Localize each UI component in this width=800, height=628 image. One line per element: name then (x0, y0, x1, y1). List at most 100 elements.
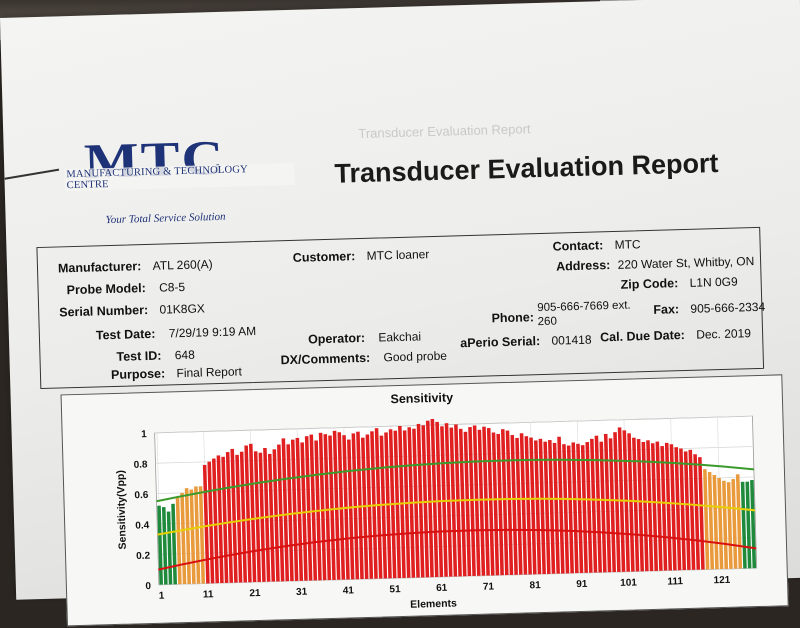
bar (547, 440, 556, 574)
bar (735, 474, 743, 569)
customer-label: Customer: (292, 249, 356, 265)
bar (374, 428, 383, 579)
bar (180, 492, 187, 585)
bar (318, 432, 327, 581)
bar (267, 453, 276, 582)
bar (379, 435, 388, 579)
bar (202, 464, 210, 584)
contact-row: Contact: MTC (552, 237, 640, 253)
info-panel: Manufacturer: ATL 260(A) Probe Model: C8… (36, 226, 765, 390)
bar (750, 479, 757, 569)
bar (599, 441, 607, 573)
bar (650, 443, 659, 571)
reference-line-red (158, 528, 757, 571)
bar (171, 503, 178, 585)
bar (585, 441, 593, 573)
bar (500, 429, 509, 576)
address-label: Address: (555, 258, 611, 274)
x-axis-label: Elements (410, 597, 457, 610)
fax-label: Fax: (653, 302, 680, 317)
probe-model-row: Probe Model: C8-5 (66, 280, 185, 297)
bar (660, 445, 668, 571)
dx-comments-value: Good probe (383, 348, 448, 365)
bar (248, 443, 257, 583)
x-tick-label: 51 (389, 584, 401, 595)
bar (482, 426, 490, 576)
serial-number-value: 01K8GX (159, 301, 206, 317)
bar (726, 482, 733, 569)
bar (590, 438, 598, 573)
bar (216, 455, 224, 584)
bar (510, 434, 518, 575)
bar (225, 452, 234, 583)
y-tick-label: 0.4 (135, 520, 150, 531)
bar (515, 437, 523, 575)
bar (402, 430, 411, 578)
y-tick-label: 1 (141, 429, 147, 440)
x-tick-label: 61 (436, 583, 448, 594)
bar (295, 437, 304, 581)
purpose-row: Purpose: Final Report (111, 364, 242, 382)
bar (449, 427, 458, 577)
bar (722, 480, 729, 569)
bar (505, 430, 514, 575)
zip-code-label: Zip Code: (620, 276, 679, 292)
bar (703, 469, 710, 570)
bar (552, 442, 560, 574)
test-date-value: 7/29/19 9:19 AM (168, 323, 257, 341)
x-tick-label: 81 (529, 580, 541, 591)
bar (538, 438, 546, 575)
reference-line-yellow (157, 497, 756, 536)
bar (707, 472, 715, 570)
bar (416, 423, 425, 578)
bar (435, 421, 444, 577)
bar (328, 435, 336, 580)
pen-mark (4, 168, 60, 180)
phone-extension: 260 (537, 315, 558, 329)
probe-model-value: C8-5 (158, 279, 186, 295)
bar (230, 448, 238, 583)
aperio-serial-row: aPerio Serial: 001418 (460, 333, 592, 351)
customer-row: Customer: MTC loaner (293, 247, 430, 265)
zip-code-value: L1N 0G9 (689, 274, 738, 290)
bar (496, 433, 504, 576)
x-tick-label: 71 (483, 581, 495, 592)
bar (603, 433, 612, 573)
test-date-row: Test Date: 7/29/19 9:19 AM (96, 324, 257, 342)
fax-row: Fax: 905-666-2334 (653, 300, 765, 317)
bar (562, 444, 570, 574)
x-tick-label: 111 (667, 576, 683, 587)
bar (580, 445, 588, 573)
test-date-label: Test Date: (95, 326, 156, 343)
bar (529, 437, 537, 575)
y-tick-label: 0.8 (133, 459, 148, 470)
bar (184, 488, 192, 584)
cal-due-date-row: Cal. Due Date: Dec. 2019 (600, 326, 751, 344)
x-tick-label: 91 (576, 579, 588, 590)
address-value: 220 Water St, Whitby, ON (617, 254, 755, 272)
report-title: Transducer Evaluation Report (334, 148, 719, 189)
bar (309, 434, 318, 581)
aperio-serial-label: aPerio Serial: (460, 334, 541, 351)
show-through-text: Transducer Evaluation Report (358, 121, 531, 142)
operator-label: Operator: (307, 330, 366, 347)
x-tick-label: 41 (343, 585, 355, 596)
contact-label: Contact: (552, 238, 604, 254)
bar (646, 440, 654, 572)
manufacturer-value: ATL 260(A) (152, 257, 213, 273)
address-row: Address: 220 Water St, Whitby, ON (556, 254, 755, 274)
x-tick-label: 31 (296, 587, 308, 598)
bar (207, 461, 215, 584)
bar (491, 432, 500, 576)
bar (543, 441, 551, 574)
y-tick-label: 0.2 (136, 551, 151, 562)
bar (332, 430, 341, 580)
test-id-label: Test ID: (116, 348, 162, 364)
purpose-label: Purpose: (110, 366, 166, 383)
bar (519, 433, 528, 575)
y-gridline (154, 415, 753, 434)
y-tick-label: 0.6 (134, 490, 149, 501)
bar (175, 497, 182, 585)
phone-value: 905-666-7669 ext. (537, 299, 631, 315)
bar (571, 442, 579, 574)
